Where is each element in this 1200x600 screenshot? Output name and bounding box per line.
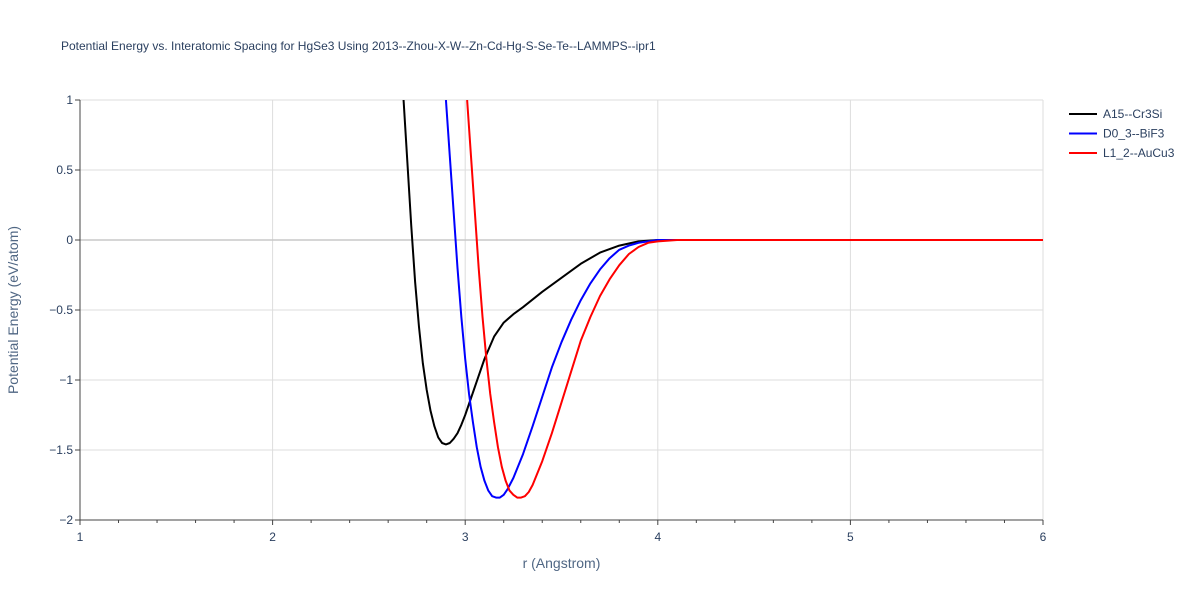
y-tick-label: −2	[59, 513, 73, 527]
y-tick-label: 0.5	[56, 163, 73, 177]
y-tick-label: −0.5	[49, 303, 73, 317]
x-tick-label: 3	[462, 530, 469, 544]
x-tick-label: 2	[269, 530, 276, 544]
legend-label: A15--Cr3Si	[1103, 107, 1162, 121]
legend-label: D0_3--BiF3	[1103, 127, 1165, 141]
series-line-1	[402, 100, 1043, 446]
x-tick-label: 1	[77, 530, 84, 544]
x-axis-title: r (Angstrom)	[523, 555, 601, 571]
series-layer	[402, 100, 1043, 499]
x-tick-label: 4	[654, 530, 661, 544]
y-tick-label: 0	[66, 233, 73, 247]
x-tick-label: 6	[1040, 530, 1047, 544]
axes-layer: 1 2 3 4 5 6 −2 −1.5 −1 −0.5 0 0.5 1	[49, 93, 1046, 544]
chart-title: Potential Energy vs. Interatomic Spacing…	[61, 39, 656, 53]
x-tick-label: 5	[847, 530, 854, 544]
legend: A15--Cr3Si D0_3--BiF3 L1_2--AuCu3	[1069, 107, 1175, 160]
series-line-3	[466, 100, 1043, 499]
y-tick-label: 1	[66, 93, 73, 107]
y-axis-title: Potential Energy (eV/atom)	[5, 226, 21, 394]
y-tick-label: −1	[59, 373, 73, 387]
series-line-2	[444, 100, 1043, 499]
y-tick-label: −1.5	[49, 443, 73, 457]
legend-label: L1_2--AuCu3	[1103, 146, 1175, 160]
grid-layer	[80, 99, 1044, 520]
